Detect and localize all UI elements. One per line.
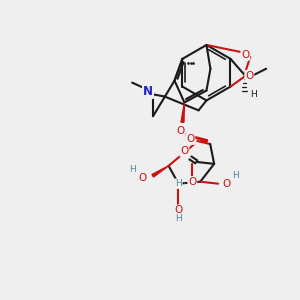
- Text: H: H: [175, 214, 182, 223]
- Text: O: O: [180, 146, 189, 156]
- Text: ·: ·: [183, 180, 186, 189]
- Text: H: H: [130, 165, 136, 174]
- Text: O: O: [174, 206, 183, 215]
- Text: H: H: [250, 90, 257, 99]
- Polygon shape: [182, 133, 208, 142]
- Text: O: O: [188, 177, 196, 187]
- Text: O: O: [186, 134, 194, 144]
- Text: O: O: [176, 126, 184, 136]
- Text: H: H: [232, 171, 239, 180]
- Text: O: O: [241, 50, 250, 60]
- Text: H: H: [175, 179, 182, 188]
- Text: O: O: [245, 71, 254, 81]
- Text: N: N: [143, 85, 153, 98]
- Polygon shape: [181, 102, 184, 122]
- Text: O: O: [139, 173, 147, 183]
- Text: O: O: [222, 179, 230, 189]
- Polygon shape: [152, 166, 169, 177]
